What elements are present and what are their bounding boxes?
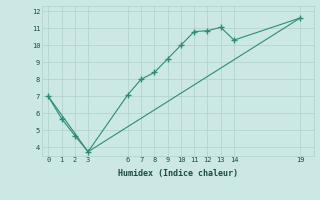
X-axis label: Humidex (Indice chaleur): Humidex (Indice chaleur): [118, 169, 237, 178]
